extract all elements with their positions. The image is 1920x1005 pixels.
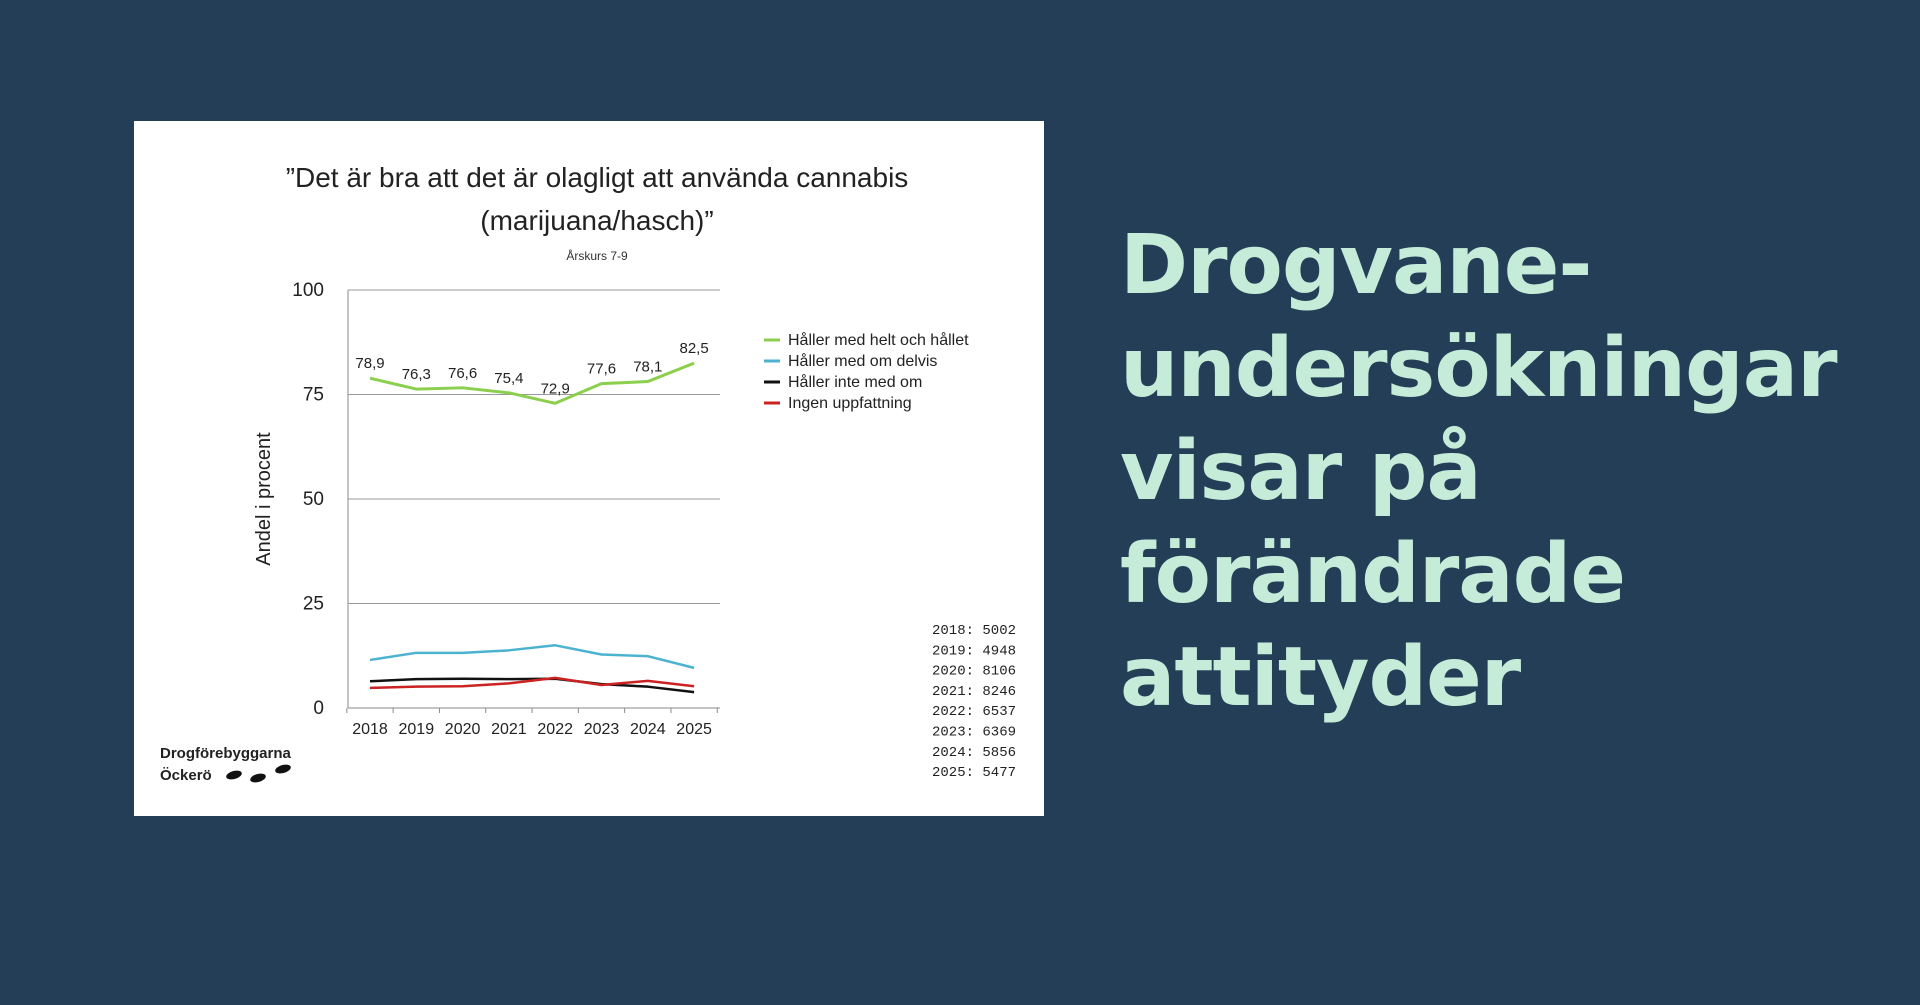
footprints-icon <box>226 764 291 783</box>
sample-size-label: 2023: 6369 <box>932 725 1016 741</box>
x-tick-label: 2019 <box>399 721 435 738</box>
data-label: 76,6 <box>448 365 477 382</box>
x-tick-label: 2022 <box>537 721 573 738</box>
series-line-1 <box>369 361 695 405</box>
legend-label-1: Håller med helt och hållet <box>788 331 969 349</box>
x-tick-label: 2023 <box>584 721 620 738</box>
legend-label-2: Håller med om delvis <box>788 352 937 370</box>
series-line-3 <box>369 677 695 694</box>
legend-label-3: Håller inte med om <box>788 373 922 391</box>
sample-size-label: 2025: 5477 <box>932 765 1016 781</box>
series-line-2 <box>369 644 695 670</box>
logo-line-1: Drogförebyggarna <box>160 745 292 762</box>
sample-size-label: 2018: 5002 <box>932 623 1016 639</box>
chart-card: ”Det är bra att det är olagligt att anvä… <box>134 121 1044 816</box>
legend-label-4: Ingen uppfattning <box>788 395 912 412</box>
headline-line-3: visar på <box>1120 424 1482 519</box>
y-tick-label: 0 <box>313 698 324 719</box>
headline-line-4: förändrade <box>1120 527 1626 622</box>
headline-line-5: attityder <box>1120 630 1521 725</box>
data-label: 76,3 <box>402 366 431 383</box>
x-tick-label: 2021 <box>491 721 527 738</box>
chart-title-line-2: (marijuana/hasch)” <box>480 205 713 236</box>
data-label: 78,1 <box>633 359 662 376</box>
data-label: 82,5 <box>679 340 708 357</box>
y-axis-label: Andel i procent <box>253 432 275 566</box>
sample-size-label: 2021: 8246 <box>932 684 1016 700</box>
headline-line-1: Drogvane- <box>1120 218 1592 313</box>
data-label: 75,4 <box>494 370 523 387</box>
x-tick-label: 2025 <box>676 721 712 738</box>
sample-size-label: 2019: 4948 <box>932 643 1016 659</box>
logo: Drogförebyggarna Öckerö <box>160 745 292 784</box>
sample-size-label: 2020: 8106 <box>932 664 1016 680</box>
sample-size-label: 2024: 5856 <box>932 745 1016 761</box>
logo-line-2: Öckerö <box>160 767 212 784</box>
headline-line-2: undersökningar <box>1120 321 1838 416</box>
chart-subtitle: Årskurs 7-9 <box>566 248 628 263</box>
headline: Drogvane- undersökningar visar på föränd… <box>1120 214 1900 729</box>
x-tick-label: 2024 <box>630 721 666 738</box>
data-label: 72,9 <box>541 380 570 397</box>
sample-size-label: 2022: 6537 <box>932 704 1016 720</box>
y-tick-label: 100 <box>292 280 324 301</box>
y-tick-label: 25 <box>303 594 324 615</box>
chart-title-line-1: ”Det är bra att det är olagligt att anvä… <box>286 162 909 193</box>
y-tick-label: 50 <box>303 489 324 510</box>
x-tick-label: 2020 <box>445 721 481 738</box>
data-label: 78,9 <box>355 355 384 372</box>
x-tick-label: 2018 <box>352 721 388 738</box>
data-label: 77,6 <box>587 361 616 378</box>
series-line-4 <box>369 676 695 690</box>
y-tick-label: 75 <box>303 385 324 406</box>
line-chart: ”Det är bra att det är olagligt att anvä… <box>160 162 1016 784</box>
